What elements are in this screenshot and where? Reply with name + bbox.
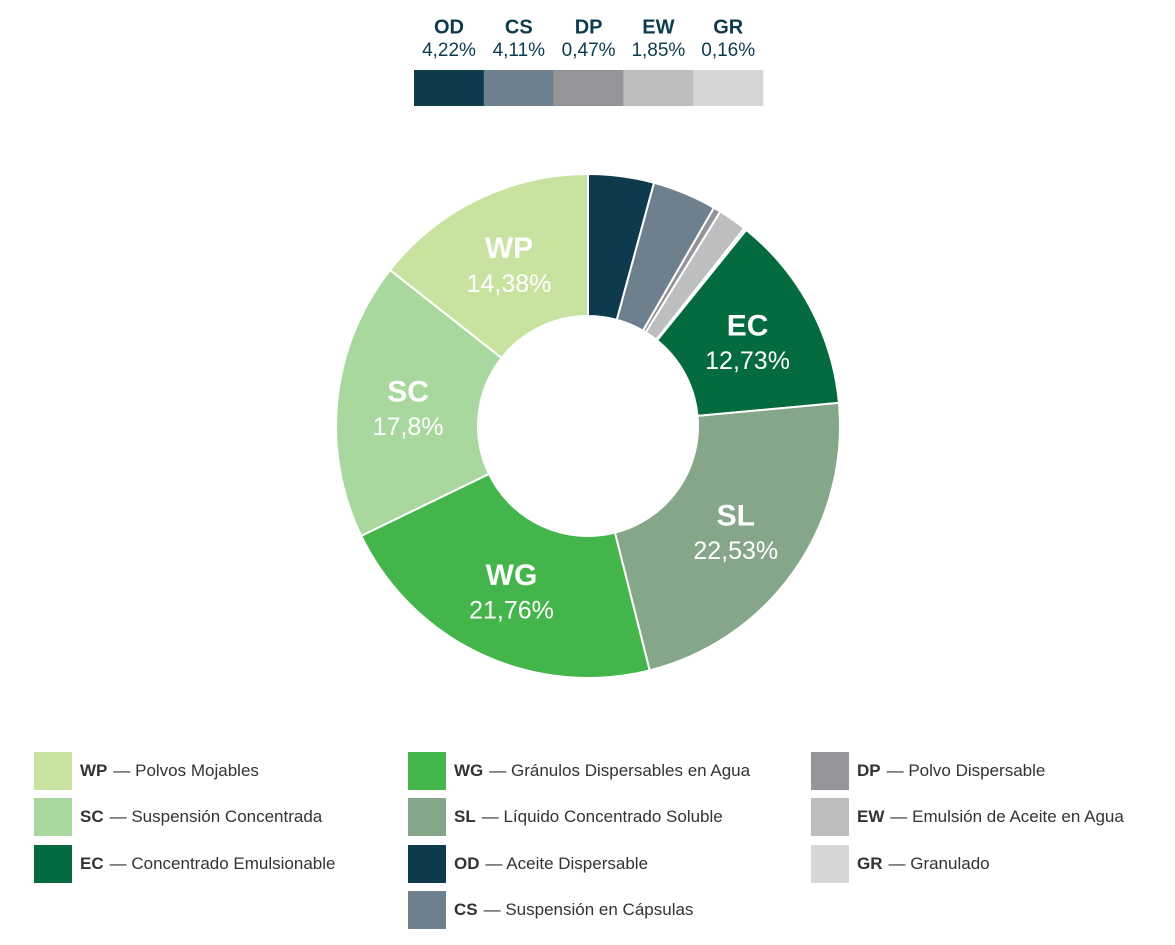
slice-value: 14,38% [467, 270, 552, 298]
legend-code: CS [454, 900, 478, 919]
strip-name: DP [575, 16, 603, 38]
slice-name: SC [387, 375, 429, 408]
legend-code: OD [454, 854, 480, 873]
legend-swatch [811, 752, 849, 790]
legend-description: — Polvo Dispersable [887, 761, 1046, 780]
legend-code: SL [454, 807, 476, 826]
legend-label: WP — Polvos Mojables [80, 761, 259, 780]
legend-swatch [811, 798, 849, 836]
strip-value: 4,22% [422, 40, 476, 61]
legend-description: — Aceite Dispersable [486, 854, 649, 873]
legend-code: GR [857, 854, 883, 873]
strip-name: GR [713, 16, 744, 38]
strip-swatch [553, 70, 624, 106]
legend-code: SC [80, 807, 104, 826]
strip-swatch [693, 70, 764, 106]
legend-swatch [408, 845, 446, 883]
slice [613, 401, 841, 672]
strip-swatch [483, 70, 554, 106]
legend-label: EC — Concentrado Emulsionable [80, 854, 335, 873]
slice [359, 472, 651, 679]
legend-code: WG [454, 761, 483, 780]
slice-name: WG [486, 559, 538, 592]
strip-name: CS [505, 16, 533, 38]
strip-name: EW [642, 16, 674, 38]
legend-label: SC — Suspensión Concentrada [80, 807, 323, 826]
legend-label: GR — Granulado [857, 854, 990, 873]
legend-label: OD — Aceite Dispersable [454, 854, 648, 873]
legend-swatch [811, 845, 849, 883]
legend-description: — Suspensión Concentrada [110, 807, 323, 826]
slice-value: 12,73% [705, 347, 790, 375]
legend-code: DP [857, 761, 881, 780]
legend-description: — Suspensión en Cápsulas [484, 900, 694, 919]
strip-value: 0,16% [701, 40, 755, 61]
legend-description: — Líquido Concentrado Soluble [482, 807, 723, 826]
legend-label: CS — Suspensión en Cápsulas [454, 900, 693, 919]
slice-value: 22,53% [693, 537, 778, 565]
legend-label: SL — Líquido Concentrado Soluble [454, 807, 723, 826]
legend-description: — Polvos Mojables [113, 761, 259, 780]
legend-description: — Gránulos Dispersables en Agua [489, 761, 750, 780]
legend-description: — Granulado [889, 854, 990, 873]
slice [388, 172, 589, 360]
strip-swatch [623, 70, 694, 106]
slice [335, 268, 504, 538]
legend-code: WP [80, 761, 107, 780]
slice-value: 17,8% [373, 413, 444, 441]
slice-name: EC [727, 309, 769, 342]
strip-value: 0,47% [562, 40, 616, 61]
legend-label: DP — Polvo Dispersable [857, 761, 1045, 780]
slice-name: SL [717, 499, 755, 532]
strip-swatch [414, 70, 484, 106]
strip-value: 1,85% [631, 40, 685, 61]
legend-code: EC [80, 854, 104, 873]
strip-name: OD [434, 16, 464, 38]
legend-swatch [34, 845, 72, 883]
legend-label: WG — Gránulos Dispersables en Agua [454, 761, 751, 780]
legend-code: EW [857, 807, 885, 826]
legend-swatch [408, 752, 446, 790]
legend-swatch [34, 798, 72, 836]
strip-value: 4,11% [493, 40, 546, 61]
legend-description: — Concentrado Emulsionable [110, 854, 336, 873]
legend-swatch [408, 798, 446, 836]
legend-label: EW — Emulsión de Aceite en Agua [857, 807, 1124, 826]
slice-name: WP [485, 232, 533, 265]
legend-swatch [34, 752, 72, 790]
legend-description: — Emulsión de Aceite en Agua [890, 807, 1124, 826]
slice [655, 228, 841, 417]
slice-value: 21,76% [469, 597, 554, 625]
legend-swatch [408, 891, 446, 929]
